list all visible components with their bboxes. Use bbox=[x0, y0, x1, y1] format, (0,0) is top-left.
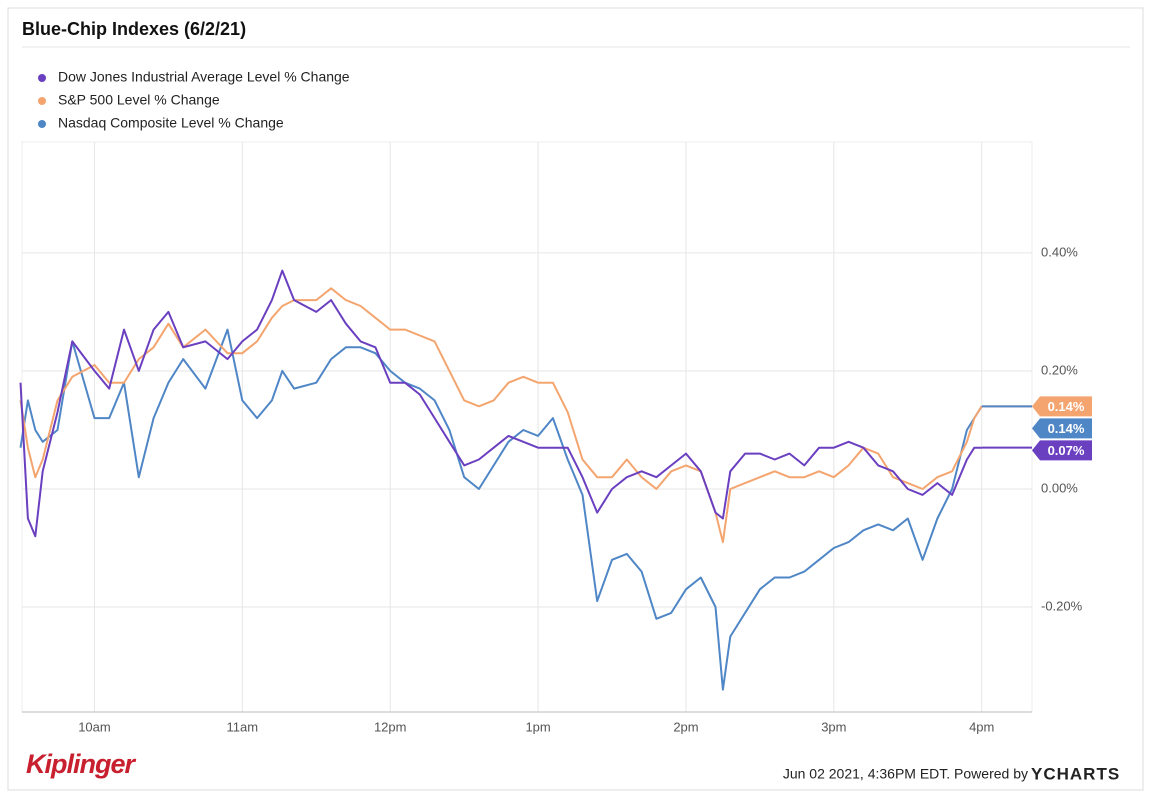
chart-title: Blue-Chip Indexes (6/2/21) bbox=[22, 19, 246, 39]
end-label: 0.14% bbox=[1048, 399, 1085, 414]
x-tick-label: 11am bbox=[227, 719, 259, 734]
legend-marker bbox=[38, 97, 46, 105]
x-tick-label: 12pm bbox=[374, 719, 407, 734]
card bbox=[7, 7, 1144, 791]
end-label-flag bbox=[1032, 440, 1092, 461]
end-label: 0.07% bbox=[1048, 443, 1085, 458]
series-line bbox=[19, 328, 983, 691]
legend-label: Nasdaq Composite Level % Change bbox=[58, 115, 284, 131]
x-tick-label: 2pm bbox=[673, 719, 698, 734]
legend-label: Dow Jones Industrial Average Level % Cha… bbox=[58, 69, 350, 85]
series-line bbox=[19, 269, 982, 538]
x-tick-label: 4pm bbox=[969, 719, 994, 734]
legend-label: S&P 500 Level % Change bbox=[58, 92, 220, 108]
legend-marker bbox=[38, 74, 46, 82]
x-tick-label: 1pm bbox=[525, 719, 550, 734]
y-tick-label: 0.20% bbox=[1041, 362, 1078, 377]
y-tick-label: 0.40% bbox=[1041, 244, 1078, 259]
legend-marker bbox=[38, 120, 46, 128]
end-label: 0.14% bbox=[1048, 421, 1085, 436]
x-tick-label: 3pm bbox=[821, 719, 846, 734]
y-tick-label: -0.20% bbox=[1041, 598, 1083, 613]
powered-by-logo: YCHARTS bbox=[1031, 764, 1120, 783]
end-label-flag bbox=[1032, 396, 1092, 417]
x-tick-label: 10am bbox=[78, 719, 111, 734]
y-tick-label: 0.00% bbox=[1041, 480, 1078, 495]
series-line bbox=[19, 287, 983, 544]
end-label-flag bbox=[1032, 418, 1092, 439]
timestamp: Jun 02 2021, 4:36PM EDT. Powered by bbox=[783, 766, 1028, 782]
source-logo: Kiplinger bbox=[26, 749, 136, 779]
